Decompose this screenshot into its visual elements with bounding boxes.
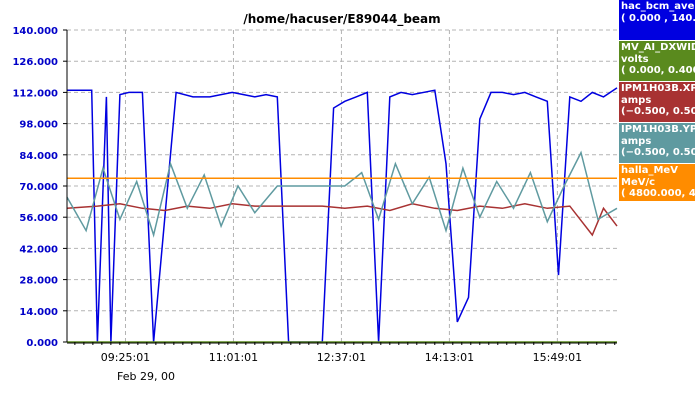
y-tick-label: 42.000 bbox=[19, 244, 58, 255]
legend-name: IPM1H03B.YPOS bbox=[621, 124, 695, 135]
legend-name: IPM1H03B.XPOS bbox=[621, 83, 695, 94]
y-tick-label: 28.000 bbox=[19, 276, 58, 287]
y-tick-label: 70.000 bbox=[19, 182, 58, 193]
legend-unit: amps bbox=[621, 135, 652, 147]
series-ipm1h03b-xpos bbox=[66, 203, 618, 237]
series-hac-bcm-average bbox=[67, 87, 618, 343]
y-tick-label: 140.000 bbox=[12, 26, 58, 37]
chart-title: /home/hacuser/E89044_beam bbox=[243, 12, 440, 27]
legend-entry-ipm-ypos[interactable]: IPM1H03B.YPOS amps (−0.500, 0.500) bbox=[619, 123, 695, 163]
legend-unit: amps bbox=[621, 94, 652, 106]
legend-range: (−0.500, 0.500) bbox=[621, 147, 695, 158]
legend-entry-ipm-xpos[interactable]: IPM1H03B.XPOS amps (−0.500, 0.500) bbox=[619, 82, 695, 122]
series-ipm1h03b-ypos bbox=[66, 150, 618, 238]
x-tick-label: 12:37:01 bbox=[317, 351, 366, 364]
legend-range: ( 0.000 , 140.000) bbox=[621, 12, 695, 24]
series-layer bbox=[66, 87, 618, 343]
legend-unit: volts bbox=[621, 53, 649, 65]
y-tick-label: 84.000 bbox=[19, 151, 58, 162]
legend-name: MV_AI_DXWIDTH bbox=[621, 42, 695, 53]
y-tick-label: 126.000 bbox=[12, 57, 58, 68]
legend-entry-halla-mev[interactable]: halla_MeV MeV/c ( 4800.000, 4800.000) bbox=[619, 164, 695, 201]
legend-range: ( 4800.000, 4800.000) bbox=[621, 188, 695, 199]
legend-name: hac_bcm_average bbox=[621, 1, 695, 12]
x-tick-label: 15:49:01 bbox=[533, 351, 582, 364]
x-date-label: Feb 29, 00 bbox=[117, 370, 175, 383]
legend-range: (−0.500, 0.500) bbox=[621, 106, 695, 117]
x-tick-label: 09:25:01 bbox=[101, 351, 150, 364]
y-tick-label: 56.000 bbox=[19, 213, 58, 224]
legend-entry-hac-bcm-average[interactable]: hac_bcm_average ( 0.000 , 140.000) bbox=[619, 0, 695, 40]
legend-range: ( 0.000, 0.400) bbox=[621, 65, 695, 76]
legend-entry-mv-ai-dxwidth[interactable]: MV_AI_DXWIDTH volts ( 0.000, 0.400) bbox=[619, 41, 695, 81]
x-tick-label: 14:13:01 bbox=[425, 351, 474, 364]
legend-name: halla_MeV bbox=[621, 165, 678, 176]
legend-unit: MeV/c bbox=[621, 176, 656, 188]
y-tick-label: 0.000 bbox=[26, 338, 58, 349]
x-tick-label: 11:01:01 bbox=[209, 351, 258, 364]
y-tick-label: 112.000 bbox=[12, 88, 58, 99]
y-tick-label: 98.000 bbox=[19, 120, 58, 131]
y-tick-label: 14.000 bbox=[19, 307, 58, 318]
axes: 0.000 14.000 28.000 42.000 56.000 70.000 84.00… bbox=[12, 26, 617, 383]
